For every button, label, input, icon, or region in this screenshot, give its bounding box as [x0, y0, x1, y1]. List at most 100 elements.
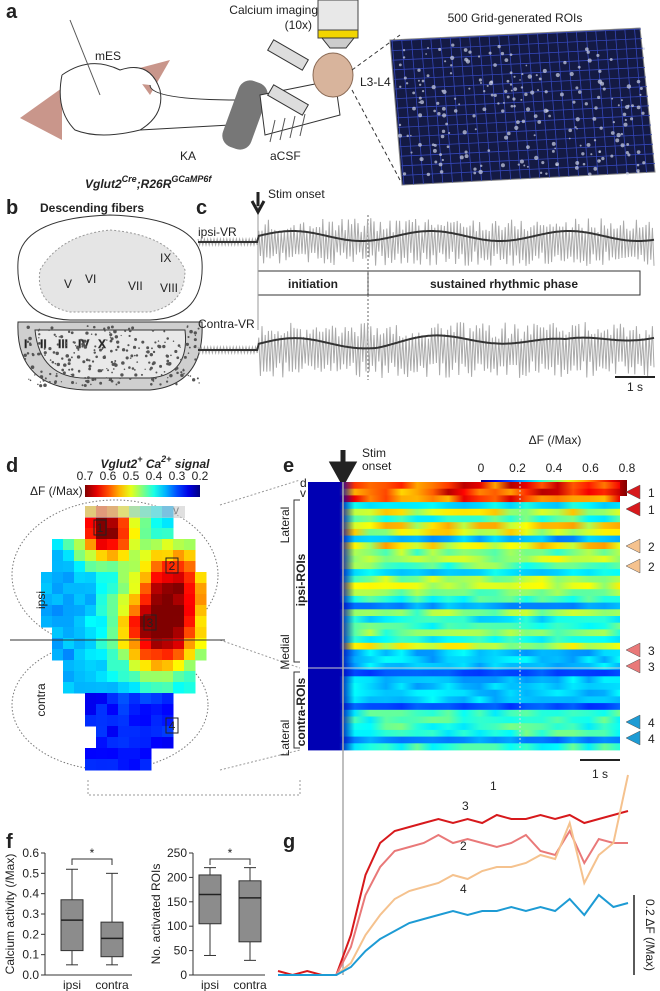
heat-cell: [96, 759, 108, 771]
heat-cell: [162, 550, 174, 562]
text: GCaMP6f: [171, 174, 212, 184]
roi-cell: [398, 133, 403, 138]
heat-cell: [74, 561, 86, 573]
stain: [174, 368, 177, 371]
dv-strip: [85, 506, 185, 518]
y-tick-label: 100: [167, 919, 187, 933]
heat-cell: [184, 638, 196, 650]
stain: [172, 340, 175, 342]
stain: [110, 349, 113, 353]
side-label: ipsi: [34, 591, 48, 609]
heat-cell: [184, 649, 196, 661]
heat-cell: [140, 638, 152, 650]
stain: [67, 358, 72, 362]
heat-row: [308, 495, 620, 503]
x-tick-label: ipsi: [63, 978, 81, 991]
heat-cell: [63, 638, 75, 650]
roi-cell: [433, 109, 436, 113]
roi-cell: [464, 154, 469, 159]
label: Calcium imaging: [229, 3, 318, 17]
trace-label: 1: [490, 779, 497, 793]
stain: [166, 362, 169, 366]
heat-row: [308, 542, 620, 550]
label: Medial: [278, 634, 292, 669]
stain: [26, 340, 30, 344]
heat-cell: [129, 517, 141, 529]
roi-cell: [440, 134, 445, 139]
stain: [83, 383, 87, 388]
roi-cell: [642, 161, 646, 165]
heat-cell: [96, 583, 108, 595]
heat-cell: [107, 627, 119, 639]
roi-cell: [403, 76, 407, 80]
roi-marker-label: 2: [648, 560, 655, 574]
heat-cell: [41, 594, 53, 606]
heat-cell: [151, 605, 163, 617]
stain: [103, 327, 106, 330]
stim-arrow: [328, 450, 358, 488]
heat-cell: [173, 572, 185, 584]
roi-cell: [473, 167, 477, 171]
heat-cell: [52, 594, 64, 606]
roi-marker: [625, 730, 641, 746]
stain: [162, 344, 166, 349]
heat-cell: [96, 660, 108, 672]
roi-cell: [398, 63, 402, 67]
stim-arrow: [250, 192, 266, 216]
heat-cell: [151, 594, 163, 606]
heat-cell: [74, 605, 86, 617]
y-tick-label: 0.5: [22, 866, 39, 880]
stain: [60, 381, 63, 383]
heat-cell: [74, 594, 86, 606]
trace: [277, 810, 629, 977]
stain: [125, 349, 129, 352]
roi-grid-line: [459, 36, 473, 182]
heat-cell: [107, 528, 119, 540]
heat-cell: [140, 616, 152, 628]
stain: [146, 350, 150, 354]
colorbar-tick-label: 0.8: [619, 461, 636, 475]
heat-cell: [140, 726, 152, 738]
stain: [110, 337, 114, 341]
stain: [56, 362, 61, 367]
roi-grid-line: [393, 57, 645, 71]
heat-cell: [151, 693, 163, 705]
heat-cell: [63, 572, 75, 584]
heat-cell: [162, 704, 174, 716]
heat-cell: [195, 638, 207, 650]
stain: [95, 355, 98, 359]
stain: [151, 347, 153, 350]
stain: [90, 333, 93, 335]
heat-cell: [118, 605, 130, 617]
vr-trace: [197, 322, 655, 379]
stain: [111, 371, 113, 374]
heat-cell: [184, 550, 196, 562]
roi-grid-line: [401, 39, 415, 185]
heat-cell: [96, 594, 108, 606]
heat-cell: [140, 528, 152, 540]
heat-cell: [107, 759, 119, 771]
roi-cell: [412, 106, 416, 111]
roi-cell: [513, 75, 516, 78]
heat-cell: [184, 594, 196, 606]
roi-cell: [438, 47, 442, 51]
stain: [122, 348, 125, 351]
heat-cell: [96, 726, 108, 738]
roi-cell: [510, 89, 513, 92]
roi-grid-line: [430, 38, 444, 184]
heat-cell: [85, 638, 97, 650]
roi-cell: [593, 166, 598, 171]
roi-cell: [507, 131, 511, 136]
heat-cell: [85, 572, 97, 584]
stain: [177, 344, 181, 347]
stain: [189, 375, 192, 377]
roi-grid-line: [537, 33, 550, 178]
stain: [106, 367, 108, 370]
roi-cell: [410, 151, 413, 154]
roi-cell: [497, 44, 501, 49]
roi-grid-line: [392, 47, 644, 61]
roi-cell: [609, 57, 613, 61]
heat-cell: [129, 682, 141, 694]
roi-grid: [390, 28, 656, 186]
heat-cell: [118, 704, 130, 716]
